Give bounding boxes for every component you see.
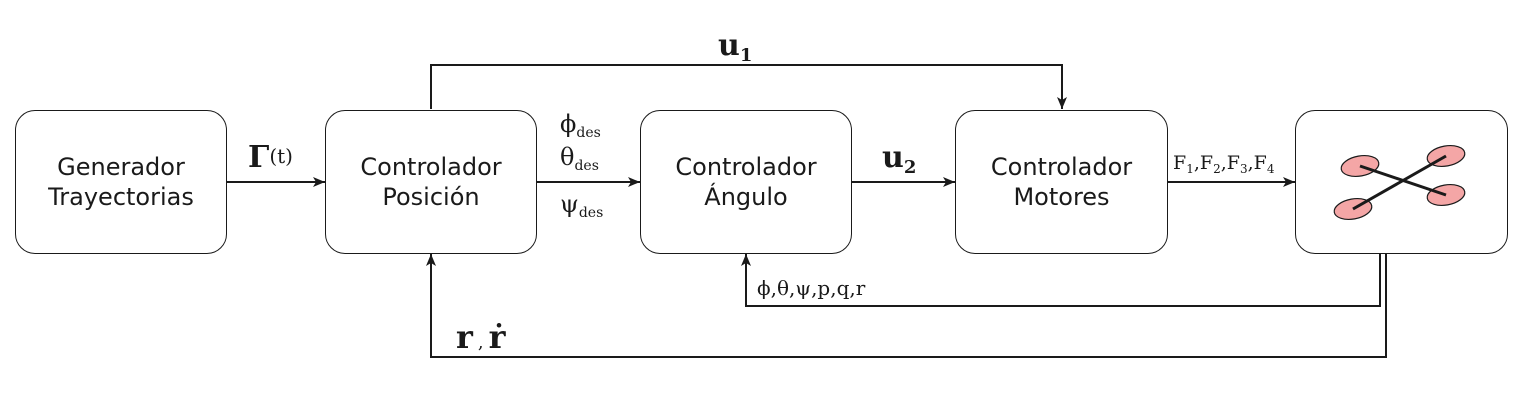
position-controller-label-line2: Posición bbox=[382, 183, 480, 211]
motors-controller-block: Controlador Motores bbox=[955, 110, 1168, 254]
position-feedback-label: r,ṙ bbox=[456, 318, 506, 356]
position-controller-label-line1: Controlador bbox=[360, 153, 502, 181]
quadrotor-icon bbox=[1333, 145, 1466, 220]
motors-controller-label-line1: Controlador bbox=[990, 153, 1133, 181]
psi-des-label: ψdes bbox=[560, 190, 604, 221]
motors-controller-label-line2: Motores bbox=[1013, 183, 1110, 211]
generator-block: Generador Trayectorias bbox=[15, 110, 227, 254]
angle-controller-label-line2: Ángulo bbox=[704, 183, 788, 211]
angle-feedback-label: ϕ,θ,ψ,p,q,r bbox=[757, 276, 866, 300]
u1-label: u1 bbox=[718, 28, 753, 66]
position-controller-block: Controlador Posición bbox=[325, 110, 537, 254]
u2-label: u2 bbox=[882, 140, 917, 178]
generator-label-line1: Generador bbox=[57, 153, 185, 181]
generator-label-line2: Trayectorias bbox=[48, 183, 194, 211]
angle-controller-label-line1: Controlador bbox=[675, 153, 817, 181]
arrow-u1 bbox=[430, 64, 1067, 109]
quadrotor-block bbox=[1295, 110, 1508, 254]
phi-des-label: ϕdes bbox=[560, 110, 601, 141]
gamma-label: Γ(t) bbox=[248, 140, 293, 175]
arrow-position-feedback bbox=[426, 254, 1387, 358]
forces-label: F1,F2,F3,F4 bbox=[1173, 152, 1275, 176]
theta-des-label: θdes bbox=[560, 143, 599, 174]
angle-controller-block: Controlador Ángulo bbox=[640, 110, 852, 254]
arrow-angle-feedback bbox=[741, 254, 1381, 307]
